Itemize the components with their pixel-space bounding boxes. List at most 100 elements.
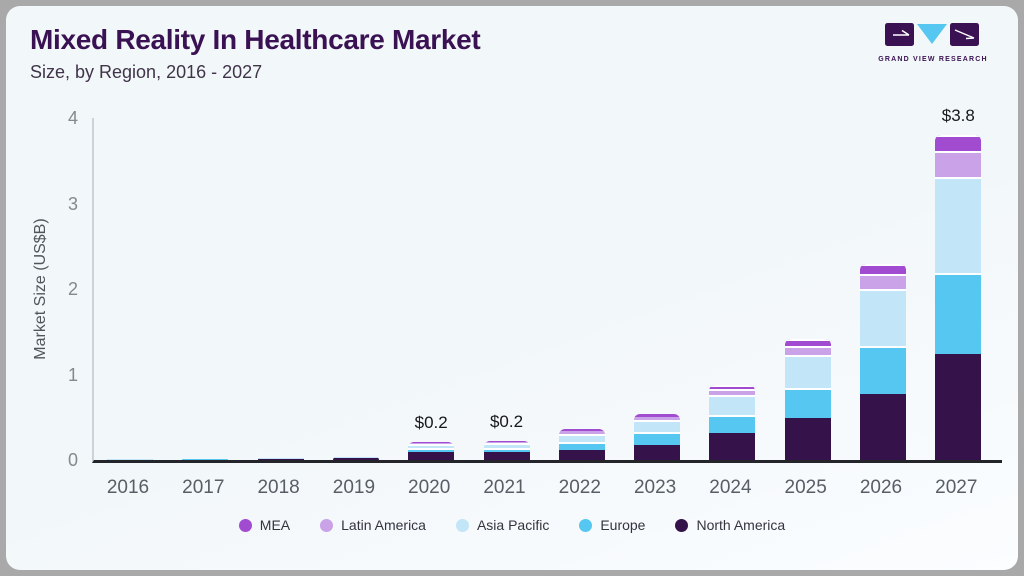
legend-item-north-america: North America bbox=[675, 517, 785, 533]
bar-2020 bbox=[408, 442, 455, 460]
bar-segment-europe-2024 bbox=[709, 414, 756, 433]
x-tick-2025: 2025 bbox=[784, 477, 827, 498]
bar-segment-north-america-2017 bbox=[182, 459, 229, 460]
bar-segment-north-america-2021 bbox=[483, 452, 530, 460]
bar-segment-asia-pacific-2021 bbox=[483, 443, 530, 449]
bar-2024 bbox=[709, 385, 756, 460]
y-tick-1: 1 bbox=[67, 364, 78, 385]
bar-segment-mea-2025 bbox=[784, 338, 831, 347]
page-subtitle: Size, by Region, 2016 - 2027 bbox=[30, 62, 263, 82]
bar-segment-mea-2027 bbox=[935, 135, 982, 151]
x-tick-2026: 2026 bbox=[859, 477, 903, 498]
bar-segment-north-america-2026 bbox=[860, 394, 906, 460]
y-tick-0: 0 bbox=[67, 450, 78, 470]
bar-segment-latin-america-2024 bbox=[709, 389, 756, 396]
bar-segment-europe-2021 bbox=[483, 448, 530, 453]
legend-item-europe: Europe bbox=[579, 517, 645, 533]
legend-dot-asia-pacific bbox=[455, 518, 469, 532]
legend-label-north-america: North America bbox=[696, 517, 786, 533]
bar-segment-north-america-2020 bbox=[408, 452, 455, 460]
bar-segment-mea-2026 bbox=[860, 263, 906, 275]
legend-label-mea: MEA bbox=[259, 517, 291, 533]
x-tick-2016: 2016 bbox=[106, 477, 150, 498]
bar-segment-north-america-2018 bbox=[257, 459, 304, 460]
bar-segment-latin-america-2027 bbox=[935, 150, 982, 178]
x-tick-2023: 2023 bbox=[633, 477, 677, 498]
x-tick-2017: 2017 bbox=[182, 477, 225, 498]
page-title: Mixed Reality In Healthcare Market bbox=[30, 24, 481, 55]
bar-2016 bbox=[107, 459, 153, 460]
y-tick-2: 2 bbox=[67, 279, 78, 299]
bar-segment-latin-america-2025 bbox=[784, 346, 831, 355]
legend-dot-mea bbox=[238, 518, 252, 532]
bar-segment-mea-2024 bbox=[709, 385, 756, 390]
bar-value-label-2020: $0.2 bbox=[414, 413, 448, 433]
bar-segment-north-america-2027 bbox=[935, 353, 982, 460]
bar-segment-asia-pacific-2024 bbox=[709, 395, 756, 415]
legend-dot-europe bbox=[579, 518, 593, 532]
bar-2018 bbox=[257, 458, 304, 460]
x-tick-2027: 2027 bbox=[935, 477, 978, 498]
bar-segment-asia-pacific-2020 bbox=[408, 443, 455, 449]
bar-segment-latin-america-2023 bbox=[634, 416, 681, 420]
gvr-logo-text: GRAND VIEW RESEARCH bbox=[878, 56, 988, 63]
bar-segment-mea-2020 bbox=[408, 442, 455, 443]
bar-segment-north-america-2022 bbox=[558, 449, 605, 460]
x-tick-2021: 2021 bbox=[483, 477, 526, 498]
bar-segment-asia-pacific-2023 bbox=[634, 419, 681, 432]
legend: MEA Latin America Asia Pacific Europe North … bbox=[6, 517, 1018, 533]
bar-segment-north-america-2019 bbox=[332, 458, 379, 460]
x-tick-2018: 2018 bbox=[257, 477, 300, 498]
bar-segment-europe-2023 bbox=[634, 431, 681, 445]
bar-segment-europe-2020 bbox=[408, 448, 455, 453]
bar-segment-asia-pacific-2019 bbox=[332, 457, 379, 458]
bar-segment-north-america-2025 bbox=[784, 418, 831, 460]
bar-2023 bbox=[634, 414, 681, 460]
bar-2027 bbox=[935, 135, 982, 460]
x-tick-2022: 2022 bbox=[558, 477, 601, 498]
bar-segment-north-america-2024 bbox=[709, 432, 756, 460]
legend-label-asia-pacific: Asia Pacific bbox=[476, 517, 550, 533]
bar-2019 bbox=[332, 456, 379, 460]
y-tick-4: 4 bbox=[67, 108, 78, 128]
bar-segment-europe-2026 bbox=[860, 346, 906, 395]
gvr-logo-icon bbox=[885, 23, 979, 46]
bar-segment-mea-2023 bbox=[634, 414, 681, 417]
bar-segment-north-america-2023 bbox=[634, 444, 681, 460]
x-tick-2020: 2020 bbox=[408, 477, 451, 498]
bar-segment-europe-2022 bbox=[558, 442, 605, 450]
bar-segment-latin-america-2020 bbox=[408, 442, 455, 444]
bar-segment-mea-2022 bbox=[558, 429, 605, 431]
bar-segment-europe-2027 bbox=[935, 272, 982, 354]
bar-segment-asia-pacific-2025 bbox=[784, 354, 831, 389]
bar-segment-latin-america-2022 bbox=[558, 430, 605, 434]
bar-2022 bbox=[558, 429, 605, 460]
bar-segment-latin-america-2026 bbox=[860, 274, 906, 290]
legend-label-latin-america: Latin America bbox=[341, 517, 426, 533]
bar-segment-europe-2025 bbox=[784, 388, 831, 419]
bar-segment-asia-pacific-2027 bbox=[935, 177, 982, 273]
bar-segment-mea-2021 bbox=[483, 441, 530, 443]
legend-item-latin-america: Latin America bbox=[320, 517, 426, 533]
bar-segment-asia-pacific-2026 bbox=[860, 289, 906, 347]
bar-2025 bbox=[784, 338, 831, 460]
y-tick-3: 3 bbox=[67, 193, 78, 214]
legend-dot-north-america bbox=[675, 518, 689, 532]
gvr-logo: GRAND VIEW RESEARCH bbox=[878, 22, 988, 63]
bar-segment-asia-pacific-2022 bbox=[558, 433, 605, 443]
bar-2021 bbox=[483, 441, 530, 460]
bar-value-label-2027: $3.8 bbox=[941, 106, 975, 126]
bar-segment-europe-2019 bbox=[332, 457, 379, 459]
chart-card: Mixed Reality In Healthcare Market Size,… bbox=[6, 6, 1018, 570]
bar-2026 bbox=[860, 263, 906, 460]
legend-dot-latin-america bbox=[320, 518, 334, 532]
bar-segment-latin-america-2021 bbox=[483, 442, 530, 444]
legend-item-mea: MEA bbox=[238, 517, 291, 533]
plot-area: $0.2 $0.2 $3.8 bbox=[92, 106, 1002, 463]
legend-label-europe: Europe bbox=[600, 517, 646, 533]
legend-item-asia-pacific: Asia Pacific bbox=[455, 517, 550, 533]
bar-2017 bbox=[182, 458, 229, 460]
bar-value-label-2021: $0.2 bbox=[489, 412, 524, 432]
x-tick-2019: 2019 bbox=[332, 477, 376, 498]
